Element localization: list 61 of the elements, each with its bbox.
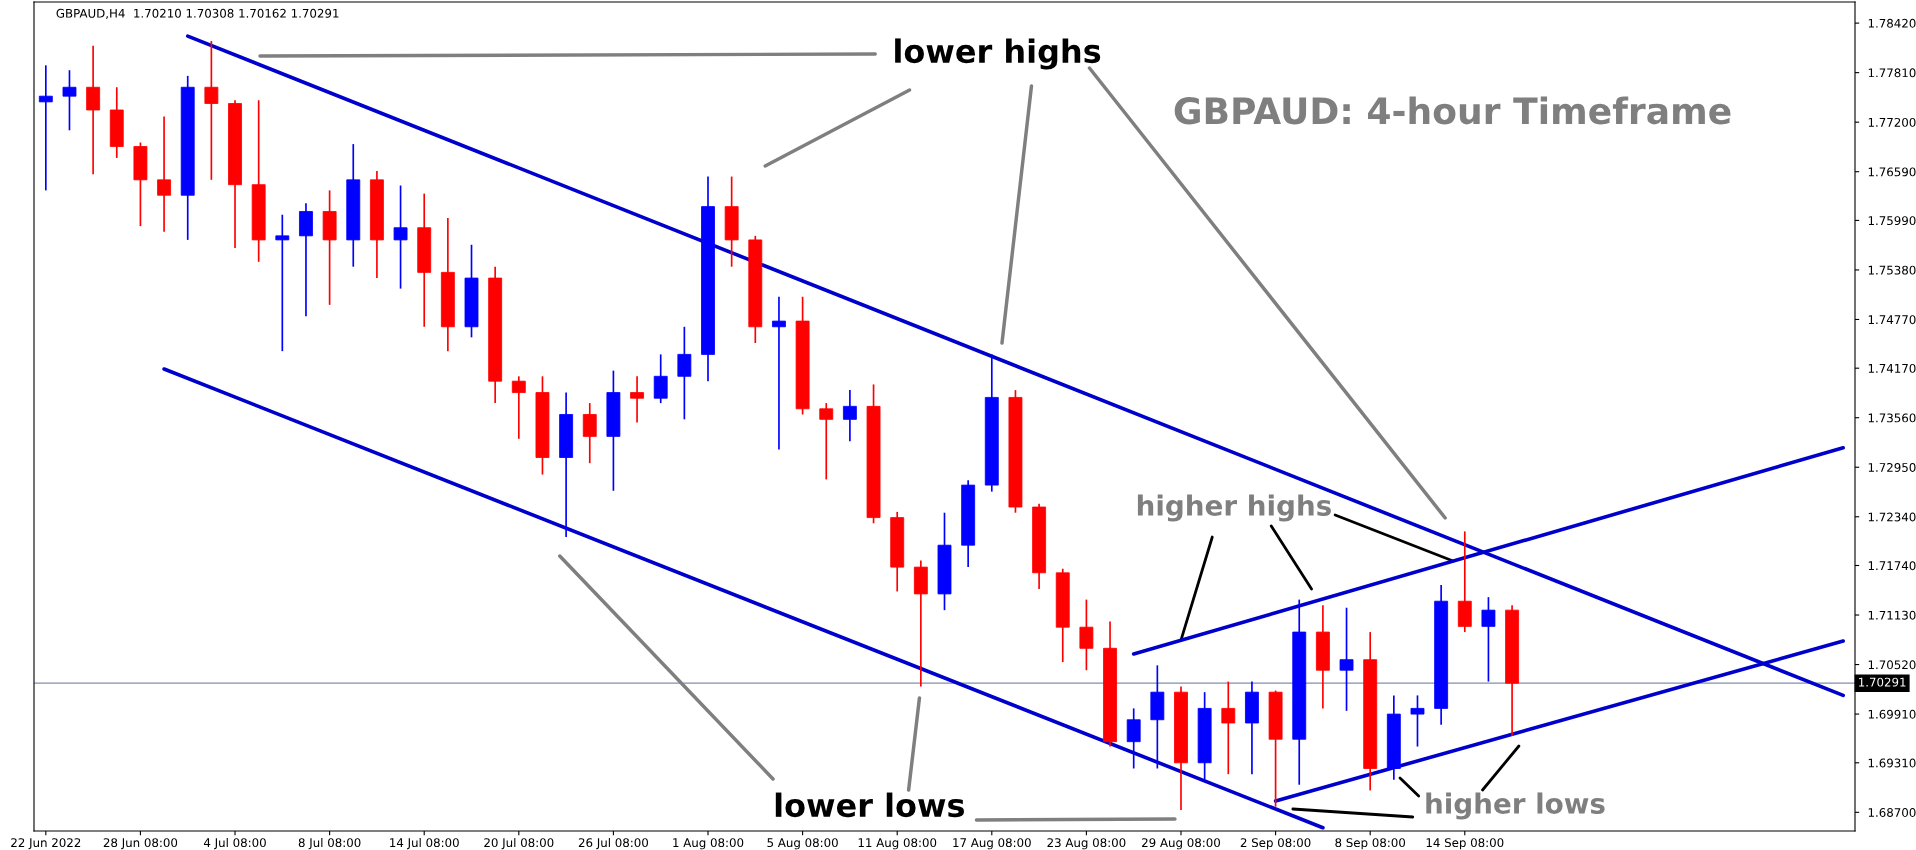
candlestick [1481, 596, 1496, 683]
y-tick-label: 1.69910 [1868, 709, 1916, 719]
x-tick-label: 1 Aug 08:00 [673, 838, 744, 850]
x-tick-label: 17 Aug 08:00 [953, 838, 1031, 850]
y-tick-label: 1.71130 [1868, 610, 1916, 620]
candlestick [772, 295, 786, 451]
y-tick-label: 1.72950 [1868, 462, 1916, 472]
x-tick-label: 26 Jul 08:00 [578, 837, 649, 850]
x-tick-label: 14 Jul 08:00 [390, 837, 459, 850]
candlestick [1339, 606, 1354, 712]
y-tick-label: 1.73560 [1868, 413, 1916, 423]
x-tick-label: 11 Aug 08:00 [858, 838, 937, 850]
y-tick-label: 1.72340 [1868, 512, 1916, 522]
candlestick [1079, 598, 1094, 672]
candlestick [819, 402, 834, 481]
annotation: lower lows [775, 792, 964, 818]
text: GBPAUD,H4 1.70210 1.70308 1.70162 1.70291 [56, 8, 339, 19]
candlestick [157, 115, 171, 233]
y-tick-label: 1.77200 [1868, 117, 1916, 127]
x-tick-label: 28 Jun 08:00 [103, 838, 178, 850]
y-tick-label: 1.76590 [1868, 167, 1916, 177]
x-tick-label: 2 Sep 08:00 [1240, 838, 1311, 850]
candlestick [677, 325, 692, 421]
x-tick-label: 29 Aug 08:00 [1142, 838, 1221, 850]
candlestick [38, 64, 53, 192]
candlestick [1410, 694, 1425, 748]
candlestick [393, 184, 408, 290]
y-tick-label: 1.75380 [1868, 265, 1916, 275]
candlestick [842, 389, 857, 443]
y-tick-label: 1.71740 [1868, 561, 1916, 571]
annotation: higher highs [1137, 494, 1331, 522]
x-tick-label: 14 Sep 08:00 [1426, 838, 1504, 850]
y-tick-label: 1.70520 [1868, 660, 1916, 670]
x-tick-label: 5 Aug 08:00 [767, 838, 838, 850]
annotation: lower highs [895, 38, 1101, 70]
annotation: higher lows [1426, 792, 1605, 820]
x-tick-label: 8 Sep 08:00 [1335, 838, 1406, 850]
y-tick-label: 1.77810 [1868, 68, 1916, 78]
candlestick [86, 45, 101, 175]
y-tick-label: 1.75990 [1868, 216, 1916, 226]
x-tick-label: 23 Aug 08:00 [1047, 838, 1126, 850]
candlestick [204, 40, 219, 181]
x-tick-label: 8 Jul 08:00 [298, 837, 361, 850]
y-tick-label: 1.74170 [1868, 363, 1916, 373]
candlestick [62, 69, 77, 132]
y-tick-label: 1.69310 [1868, 758, 1916, 768]
x-tick-label: 20 Jul 08:00 [484, 837, 554, 850]
x-tick-label: 4 Jul 08:00 [203, 837, 266, 850]
candlestick [511, 375, 526, 440]
text: GBPAUD: 4-hour Timeframe [1174, 96, 1731, 125]
candlestick [275, 213, 290, 352]
candlestick [630, 375, 644, 424]
candlestick [1126, 707, 1141, 770]
candlestick [653, 353, 668, 404]
candlestick [1221, 680, 1236, 775]
x-tick-label: 22 Jun 2022 [11, 838, 81, 850]
ref-line-label: 1.70291 [1859, 677, 1906, 687]
y-tick-label: 1.68700 [1868, 808, 1916, 817]
candlestick [582, 402, 597, 465]
y-tick-label: 1.78420 [1868, 18, 1916, 28]
y-tick-label: 1.74770 [1868, 315, 1916, 325]
